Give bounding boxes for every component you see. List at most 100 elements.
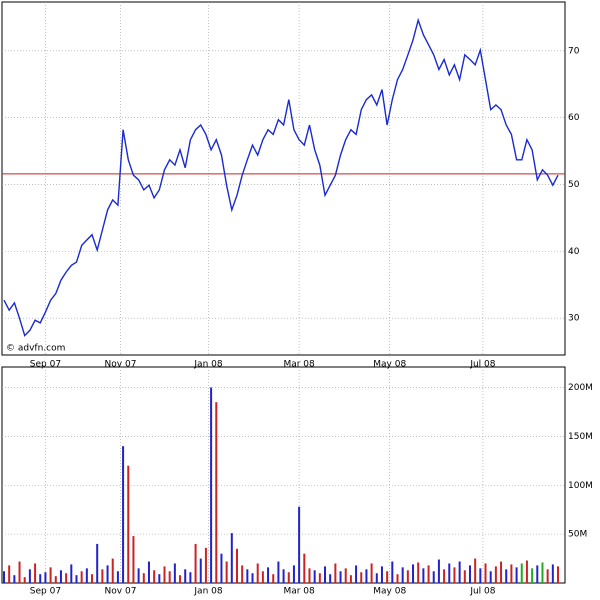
volume-bar: [324, 566, 327, 583]
volume-bar: [546, 569, 549, 583]
volume-bar: [199, 558, 202, 583]
volume-bar: [349, 575, 352, 583]
price-panel: [1, 1, 566, 356]
volume-bar: [230, 533, 233, 583]
volume-bar: [282, 569, 285, 583]
volume-bar: [220, 553, 223, 583]
volume-bar: [194, 543, 197, 583]
volume-bar: [287, 572, 290, 583]
volume-bar: [515, 567, 518, 583]
y-tick-label: 40: [568, 247, 580, 257]
volume-bar: [344, 568, 347, 583]
y-tick-label: 30: [568, 314, 580, 324]
volume-bar: [210, 387, 213, 583]
x-tick-label: Sep 07: [30, 360, 61, 370]
volume-bar: [23, 577, 26, 583]
x-tick-label: Sep 07: [30, 587, 61, 597]
volume-bar: [111, 558, 114, 583]
volume-bar: [168, 571, 171, 583]
x-tick-label: Jul 08: [469, 360, 495, 370]
volume-bar: [386, 571, 389, 583]
volume-bar: [261, 571, 264, 583]
volume-bar: [59, 570, 62, 583]
x-tick-label: Mar 08: [283, 360, 315, 370]
volume-bar: [334, 563, 337, 583]
volume-bar: [463, 570, 466, 583]
volume-bar: [8, 565, 11, 583]
volume-bar: [184, 569, 187, 583]
volume-bar: [80, 571, 83, 583]
y-tick-label: 200M: [568, 383, 593, 393]
volume-bar: [406, 570, 409, 583]
volume-bar: [453, 567, 456, 583]
volume-bar: [365, 569, 368, 583]
price-line: [3, 17, 559, 337]
volume-bar: [256, 563, 259, 583]
volume-bar: [318, 573, 321, 583]
volume-bar: [54, 576, 57, 583]
volume-bar: [375, 573, 378, 583]
volume-bar: [448, 563, 451, 583]
volume-bar: [422, 568, 425, 583]
volume-bar: [458, 561, 461, 583]
volume-bar: [225, 561, 228, 583]
volume-bar: [163, 566, 166, 583]
x-tick-label: Jul 08: [469, 587, 495, 597]
volume-bar: [44, 572, 47, 583]
volume-bar: [122, 446, 125, 583]
volume-bar: [494, 566, 497, 583]
volume-bar: [241, 565, 244, 583]
volume-bar: [235, 548, 238, 583]
volume-bar: [391, 561, 394, 583]
volume-bar: [360, 572, 363, 583]
volume-bar: [173, 563, 176, 583]
volume-bar: [246, 569, 249, 583]
volume-bar: [308, 568, 311, 583]
volume-bar: [479, 568, 482, 583]
x-tick-label: Mar 08: [283, 587, 315, 597]
volume-bar: [91, 574, 94, 583]
volume-bar: [468, 565, 471, 583]
volume-bar: [18, 561, 21, 583]
volume-bar: [142, 573, 145, 583]
y-tick-label: 50: [568, 180, 580, 190]
volume-bar: [541, 562, 544, 583]
volume-bar: [489, 571, 492, 583]
x-tick-label: May 08: [373, 587, 406, 597]
volume-bar: [147, 561, 150, 583]
source: © advfn.com: [6, 344, 65, 354]
x-tick-label: Nov 07: [105, 587, 137, 597]
volume-bar: [13, 575, 16, 583]
y-tick-label: 150M: [568, 432, 593, 442]
volume-bar: [204, 547, 207, 583]
volume-panel: [1, 366, 566, 584]
volume-bar: [557, 566, 559, 583]
volume-bar: [298, 506, 301, 583]
volume-bar: [303, 553, 306, 583]
volume-bar: [179, 575, 182, 583]
y-tick-label: 60: [568, 113, 580, 123]
volume-bar: [500, 561, 503, 583]
x-tick-label: Jan 08: [193, 587, 222, 597]
volume-bar: [158, 574, 161, 583]
volume-bar: [427, 565, 430, 583]
volume-bar: [101, 569, 104, 583]
volume-bar: [536, 565, 539, 583]
volume-bar: [339, 571, 342, 583]
volume-bar: [3, 571, 5, 583]
volume-bar: [417, 562, 420, 583]
volume-bar: [510, 564, 513, 583]
volume-bar: [251, 573, 254, 583]
volume-bar: [474, 558, 477, 583]
x-tick-label: Nov 07: [105, 360, 137, 370]
volume-bar: [277, 561, 280, 583]
volume-bar: [96, 543, 99, 583]
volume-bar: [313, 570, 316, 583]
volume-bar: [153, 570, 156, 583]
volume-bar: [520, 563, 523, 583]
volume-bar: [355, 565, 358, 583]
volume-bar: [505, 569, 508, 583]
volume-bar: [189, 572, 192, 583]
volume-bar: [412, 564, 415, 583]
